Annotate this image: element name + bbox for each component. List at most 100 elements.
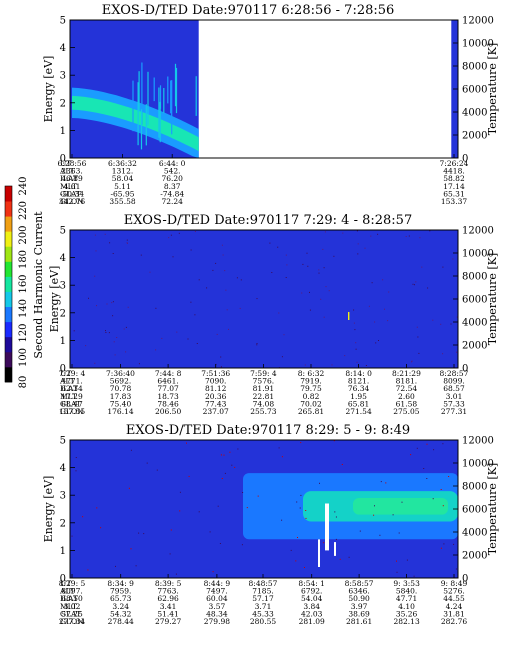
panel-3-noise-speck bbox=[87, 569, 89, 571]
orbit-table-cell: 22.81 bbox=[253, 392, 274, 401]
panel-2-noise-speck bbox=[356, 361, 358, 363]
orbit-table-cell: 8121. bbox=[348, 377, 369, 386]
panel-2-noise-speck bbox=[365, 365, 367, 366]
panel-3-title: EXOS-D/TED Date:970117 8:29: 5 - 9: 8:49 bbox=[126, 423, 410, 438]
panel-3-noise-speck bbox=[156, 469, 158, 471]
temperature-tick-label: 0 bbox=[462, 574, 468, 585]
panel-3-noise-speck bbox=[406, 559, 408, 561]
panel-2-noise-speck bbox=[411, 360, 413, 362]
orbit-row-label: GLON bbox=[60, 197, 84, 206]
orbit-table-cell: 237.07 bbox=[203, 407, 229, 416]
orbit-table-cell: 279.98 bbox=[204, 617, 230, 626]
orbit-table-cell: 277.34 bbox=[59, 617, 85, 626]
panel-2-noise-speck bbox=[278, 312, 280, 314]
temperature-tick-label: 12000 bbox=[462, 16, 494, 27]
panel-3-noise-speck bbox=[295, 560, 297, 562]
panel-3-noise-speck bbox=[300, 442, 302, 444]
panel-3-noise-speck bbox=[246, 507, 248, 509]
panel-2-noise-speck bbox=[309, 291, 310, 293]
orbit-table-cell: 57.33 bbox=[443, 399, 465, 408]
panel-3-noise-speck bbox=[423, 468, 425, 469]
panel-2-noise-speck bbox=[104, 233, 106, 235]
panel-2-noise-speck bbox=[194, 231, 196, 232]
orbit-table-cell: 62.96 bbox=[157, 594, 179, 603]
temperature-tick-label: 12000 bbox=[462, 436, 494, 447]
panel-2-noise-speck bbox=[126, 239, 128, 241]
panel-3-noise-speck bbox=[219, 543, 221, 544]
orbit-table-cell: 65.81 bbox=[348, 399, 369, 408]
orbit-table-cell: 57.17 bbox=[252, 594, 274, 603]
temperature-tick-label: 6000 bbox=[462, 85, 487, 96]
panel-2-noise-speck bbox=[220, 356, 222, 358]
panel-2-noise-speck bbox=[368, 305, 370, 307]
orbit-row-label: UT bbox=[60, 579, 71, 588]
colorbar-tick-label: 240 bbox=[18, 176, 29, 195]
orbit-table-cell: 7185. bbox=[252, 587, 273, 596]
orbit-table-cell: 48.34 bbox=[206, 609, 228, 618]
panel-1-striation bbox=[147, 71, 149, 126]
panel-3-noise-speck bbox=[448, 476, 450, 477]
orbit-table-cell: 4.61 bbox=[64, 182, 81, 191]
panel-2-noise-speck bbox=[194, 314, 196, 316]
panel-3-noise-speck bbox=[443, 543, 445, 545]
orbit-row-label: ILAT bbox=[60, 384, 78, 393]
panel-2-noise-speck bbox=[226, 309, 228, 311]
panel-2-noise-speck bbox=[125, 326, 127, 328]
panel-3-noise-speck bbox=[396, 560, 397, 562]
panel-3-noise-speck bbox=[242, 492, 244, 493]
orbit-table-cell: 6461. bbox=[157, 377, 178, 386]
panel-2-title: EXOS-D/TED Date:970117 7:29: 4 - 8:28:57 bbox=[124, 213, 412, 228]
orbit-table-cell: 3.01 bbox=[446, 392, 463, 401]
panel-3-noise-speck bbox=[278, 447, 280, 449]
orbit-table-cell: 8: 6:32 bbox=[298, 369, 325, 378]
panel-2-noise-speck bbox=[111, 302, 113, 304]
orbit-row-label: UT bbox=[60, 369, 71, 378]
panel-2-noise-speck bbox=[415, 281, 417, 283]
colorbar-swatch bbox=[5, 366, 12, 383]
orbit-table-cell: 282.76 bbox=[441, 617, 467, 626]
panel-3-noise-speck bbox=[175, 573, 177, 575]
energy-tick-label: 1 bbox=[60, 546, 66, 557]
orbit-table-cell: 17.83 bbox=[110, 392, 132, 401]
panel-2-noise-speck bbox=[301, 292, 303, 294]
panel-1-striation bbox=[171, 80, 173, 135]
panel-2-noise-speck bbox=[322, 248, 324, 250]
panel-1: EXOS-D/TED Date:970117 6:28:56 - 7:28:56… bbox=[42, 3, 499, 206]
orbit-row-label: ILAT bbox=[60, 594, 78, 603]
panel-2-noise-speck bbox=[105, 330, 106, 332]
panel-2-noise-speck bbox=[161, 337, 163, 339]
orbit-table-cell: 275.05 bbox=[393, 407, 419, 416]
energy-tick-label: 0 bbox=[60, 154, 66, 165]
orbit-table-cell: 355.58 bbox=[109, 197, 135, 206]
energy-tick-label: 2 bbox=[60, 98, 66, 109]
panel-3-noise-speck bbox=[323, 542, 325, 544]
colorbar-swatch bbox=[5, 351, 12, 368]
panel-2-noise-speck bbox=[155, 307, 157, 309]
energy-tick-label: 3 bbox=[60, 491, 66, 502]
colorbar-frame bbox=[4, 185, 13, 383]
panel-1-striation bbox=[158, 87, 160, 138]
panel-2-noise-speck bbox=[113, 341, 115, 343]
energy-tick-label: 3 bbox=[60, 281, 66, 292]
orbit-table-cell: 75.40 bbox=[110, 399, 132, 408]
energy-tick-label: 3 bbox=[60, 71, 66, 82]
orbit-table-cell: 2.60 bbox=[398, 392, 415, 401]
orbit-table-cell: 60.04 bbox=[206, 594, 228, 603]
temperature-tick-label: 10000 bbox=[462, 459, 494, 470]
orbit-row-label: MLT bbox=[60, 602, 77, 611]
panel-2-noise-speck bbox=[342, 232, 344, 234]
orbit-table-cell: 3.24 bbox=[112, 602, 129, 611]
panel-1-striation bbox=[141, 62, 143, 125]
panel-3-noise-speck bbox=[179, 491, 181, 493]
panel-2-noise-speck bbox=[452, 258, 454, 260]
panel-3-data-gap-spike bbox=[334, 542, 336, 556]
orbit-table-cell: 35.26 bbox=[396, 609, 418, 618]
orbit-table-cell: 76.34 bbox=[348, 384, 370, 393]
panel-3: EXOS-D/TED Date:970117 8:29: 5 - 9: 8:49… bbox=[42, 423, 499, 626]
panel-2-noise-speck bbox=[325, 286, 327, 288]
panel-2-noise-speck bbox=[138, 363, 140, 365]
panel-3-noise-speck bbox=[115, 565, 116, 567]
orbit-table-cell: 7:36:40 bbox=[106, 369, 135, 378]
temperature-tick-label: 2000 bbox=[462, 551, 487, 562]
